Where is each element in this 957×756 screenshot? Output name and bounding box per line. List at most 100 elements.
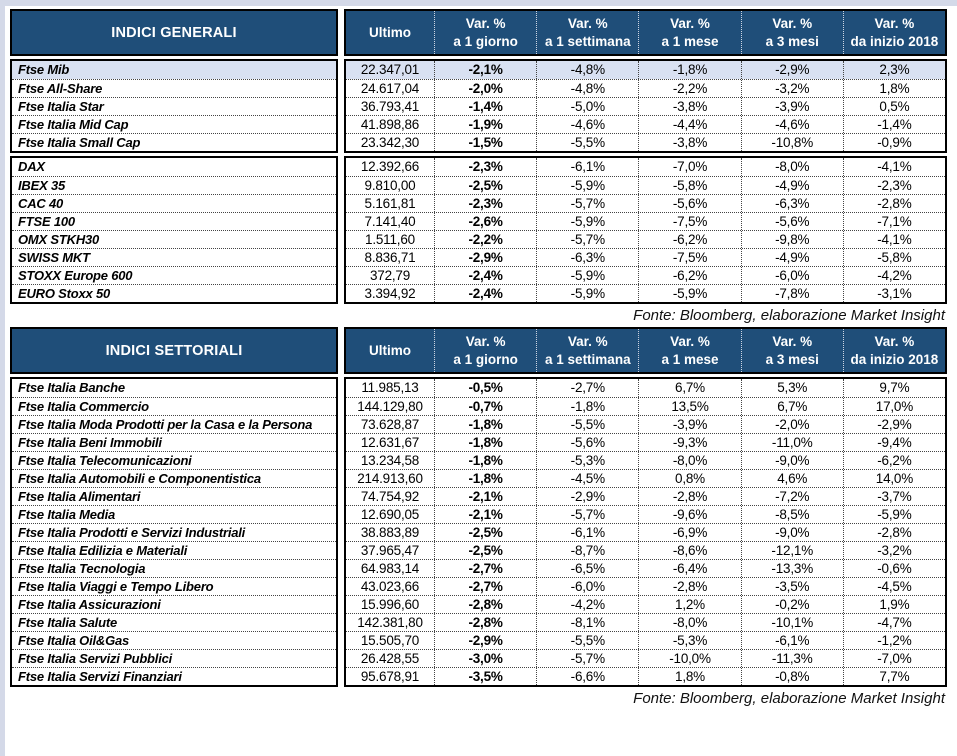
table-row: 41.898,86 -1,9% -4,6% -4,4% -4,6% -1,4% <box>346 115 945 133</box>
page-edge-strip-top <box>0 0 957 6</box>
index-label-cell: SWISS MKT <box>12 248 336 266</box>
variation-cell: -0,2% <box>740 596 843 613</box>
variation-cell: 9,7% <box>842 379 945 397</box>
column-header-line: a 1 settimana <box>545 351 631 367</box>
variation-cell: -3,9% <box>740 98 843 115</box>
column-header-line: a 1 giorno <box>453 33 518 49</box>
variation-cell: -6,9% <box>638 524 740 541</box>
variation-cell: 0,5% <box>842 98 945 115</box>
variation-cell: -2,6% <box>434 213 536 230</box>
variation-cell: 6,7% <box>740 398 843 415</box>
table-row: 214.913,60 -1,8% -4,5% 0,8% 4,6% 14,0% <box>346 469 945 487</box>
table-row: 12.392,66 -2,3% -6,1% -7,0% -8,0% -4,1% <box>346 158 945 176</box>
column-header: Var. % a 3 mesi <box>740 329 843 372</box>
column-header: Var. % a 1 mese <box>638 329 740 372</box>
variation-cell: -2,1% <box>434 61 536 79</box>
last-price-cell: 24.617,04 <box>360 81 420 96</box>
variation-cell: -5,6% <box>536 434 638 451</box>
variation-cell: -3,7% <box>842 488 945 505</box>
market-indices-report: INDICI GENERALI Ultimo Var. % a 1 giorno Va… <box>10 9 947 710</box>
table-row: 12.690,05 -2,1% -5,7% -9,6% -8,5% -5,9% <box>346 505 945 523</box>
index-label-cell: FTSE 100 <box>12 212 336 230</box>
column-header-line: Var. % <box>465 333 506 349</box>
variation-cell: -7,5% <box>638 249 740 266</box>
table-row: 144.129,80 -0,7% -1,8% 13,5% 6,7% 17,0% <box>346 397 945 415</box>
variation-cell: 1,8% <box>638 668 740 685</box>
variation-cell: -2,5% <box>434 524 536 541</box>
variation-cell: -5,5% <box>536 416 638 433</box>
index-label-cell: Ftse Italia Moda Prodotti per la Casa e … <box>12 415 336 433</box>
column-header-line: a 3 mesi <box>765 33 819 49</box>
table-row: 13.234,58 -1,8% -5,3% -8,0% -9,0% -6,2% <box>346 451 945 469</box>
variation-cell: -4,2% <box>536 596 638 613</box>
table-header-row: INDICI SETTORIALI Ultimo Var. % a 1 giorno… <box>10 327 947 374</box>
variation-cell: -8,5% <box>740 506 843 523</box>
column-header-line: Var. % <box>465 15 506 31</box>
variation-cell: 17,0% <box>842 398 945 415</box>
table-row: 36.793,41 -1,4% -5,0% -3,8% -3,9% 0,5% <box>346 97 945 115</box>
index-label-cell: Ftse Italia Assicurazioni <box>12 595 336 613</box>
variation-cell: -4,7% <box>842 614 945 631</box>
table-row: 22.347,01 -2,1% -4,8% -1,8% -2,9% 2,3% <box>346 61 945 79</box>
variation-cell: -4,2% <box>842 267 945 284</box>
variation-cell: 1,9% <box>842 596 945 613</box>
index-label-cell: Ftse Italia Tecnologia <box>12 559 336 577</box>
variation-cell: 4,6% <box>740 470 843 487</box>
variation-cell: -1,8% <box>434 470 536 487</box>
variation-cell: -3,9% <box>638 416 740 433</box>
table-title: INDICI GENERALI <box>10 9 338 56</box>
variation-cell: -3,2% <box>740 80 843 97</box>
variation-cell: 13,5% <box>638 398 740 415</box>
variation-cell: -5,7% <box>536 506 638 523</box>
variation-cell: -4,1% <box>842 231 945 248</box>
variation-cell: -5,6% <box>740 213 843 230</box>
last-price-cell: 11.985,13 <box>361 380 419 395</box>
column-header-line: Var. % <box>567 15 608 31</box>
last-price-cell: 214.913,60 <box>357 471 423 486</box>
last-price-cell: 38.883,89 <box>360 525 420 540</box>
index-label-cell: Ftse Italia Telecomunicazioni <box>12 451 336 469</box>
column-header: Var. % a 1 settimana <box>536 329 638 372</box>
table-row: 74.754,92 -2,1% -2,9% -2,8% -7,2% -3,7% <box>346 487 945 505</box>
last-price-cell: 7.141,40 <box>364 214 416 229</box>
table-row: 15.505,70 -2,9% -5,5% -5,3% -6,1% -1,2% <box>346 631 945 649</box>
variation-cell: -2,7% <box>434 578 536 595</box>
variation-cell: -8,7% <box>536 542 638 559</box>
index-label-cell: Ftse Italia Star <box>12 97 336 115</box>
last-price-cell: 95.678,91 <box>360 669 420 684</box>
column-header: Var. % da inizio 2018 <box>842 11 945 54</box>
variation-cell: -6,3% <box>740 195 843 212</box>
last-price-cell: 73.628,87 <box>360 417 420 432</box>
variation-cell: 1,2% <box>638 596 740 613</box>
variation-cell: -5,6% <box>638 195 740 212</box>
index-label-cell: Ftse Mib <box>12 61 336 79</box>
index-label-cell: STOXX Europe 600 <box>12 266 336 284</box>
variation-cell: -9,3% <box>638 434 740 451</box>
variation-cell: -1,8% <box>638 61 740 79</box>
index-label-cell: DAX <box>18 159 45 174</box>
variation-cell: -6,0% <box>536 578 638 595</box>
column-header-line: Var. % <box>772 333 813 349</box>
table-row: 9.810,00 -2,5% -5,9% -5,8% -4,9% -2,3% <box>346 176 945 194</box>
variation-cell: -5,3% <box>638 632 740 649</box>
variation-cell: -7,8% <box>740 285 843 302</box>
column-headers: Ultimo Var. % a 1 giorno Var. % a 1 settiman… <box>344 9 947 56</box>
variation-cell: -2,0% <box>740 416 843 433</box>
variation-cell: -2,8% <box>638 578 740 595</box>
column-header-line: Ultimo <box>369 24 411 40</box>
variation-cell: -6,0% <box>740 267 843 284</box>
variation-cell: -1,8% <box>434 452 536 469</box>
variation-cell: -5,7% <box>536 650 638 667</box>
variation-cell: -2,3% <box>434 195 536 212</box>
table-row: 38.883,89 -2,5% -6,1% -6,9% -9,0% -2,8% <box>346 523 945 541</box>
column-header-line: a 1 mese <box>661 33 719 49</box>
last-price-cell: 15.505,70 <box>360 633 420 648</box>
variation-cell: -2,5% <box>434 177 536 194</box>
variation-cell: -2,2% <box>434 231 536 248</box>
last-price-cell: 3.394,92 <box>364 286 416 301</box>
variation-cell: -5,8% <box>638 177 740 194</box>
variation-cell: -8,0% <box>638 452 740 469</box>
variation-cell: -5,0% <box>536 98 638 115</box>
last-price-cell: 22.347,01 <box>360 62 420 77</box>
